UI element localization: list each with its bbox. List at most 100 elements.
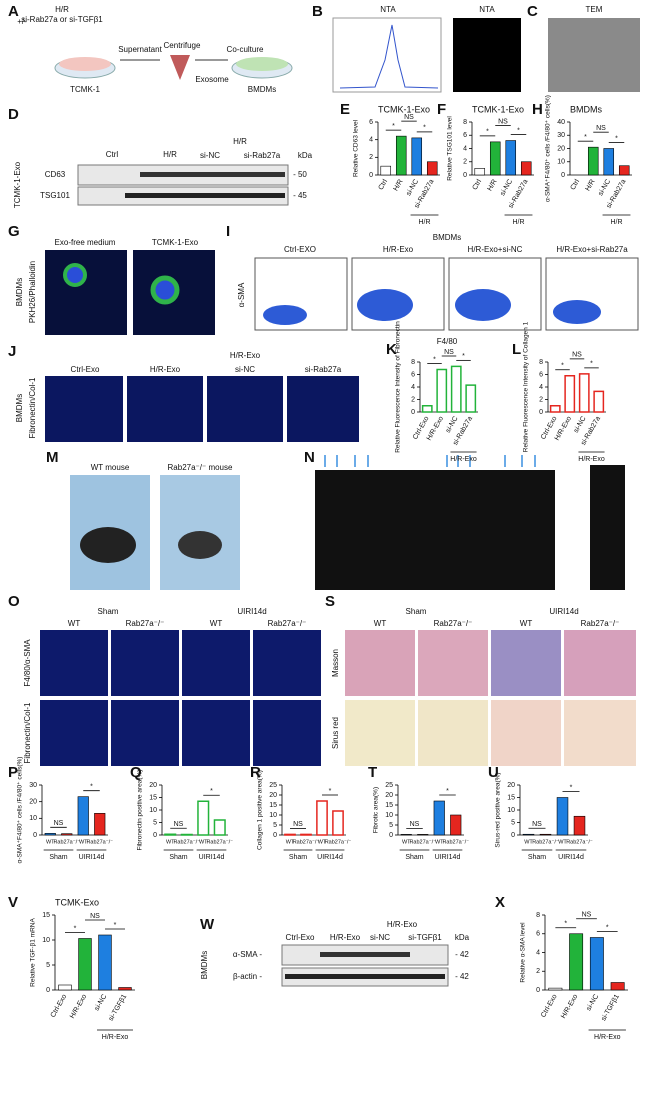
x-tick-label: si-NC — [499, 178, 514, 197]
label: Fibronectin/Col-1 — [23, 702, 32, 763]
bar — [474, 168, 486, 176]
panel-letter: R — [250, 764, 261, 781]
label: Fibronectin/Col-1 — [28, 377, 37, 438]
panel-letter: P — [8, 764, 18, 781]
label: Ctrl-Exo — [286, 933, 315, 942]
x-tick-label: si-TGFβ1 — [108, 993, 129, 1022]
blot-band — [320, 952, 410, 957]
y-tick-label: 4 — [463, 145, 467, 152]
label: si-Rab27a or si-TGFβ1 — [21, 15, 103, 24]
bar — [573, 815, 586, 836]
x-tick-label: H/R — [392, 178, 404, 192]
y-axis-label: Relative α-SMA level — [520, 922, 527, 983]
group-label: UIRI14d — [79, 854, 105, 861]
label: CD63 — [45, 170, 66, 179]
group-label: UIRI14d — [317, 854, 343, 861]
sig-label: NS — [582, 912, 592, 919]
x-tick-label: H/R-Exo — [69, 993, 88, 1019]
arrows — [324, 455, 536, 467]
sig-label: * — [606, 924, 609, 931]
ladder — [590, 465, 625, 590]
y-tick-label: 0 — [153, 832, 157, 839]
nta-curve — [339, 24, 439, 89]
y-axis-label: Sirus-red positive area(%) — [495, 772, 502, 847]
label: NTA — [479, 5, 495, 14]
panel-letter: I — [226, 223, 230, 240]
bar — [539, 833, 552, 836]
sig-label: NS — [596, 125, 606, 132]
label: +/- — [17, 17, 27, 26]
panel-letter: N — [304, 449, 315, 466]
y-tick-label: 20 — [557, 145, 565, 152]
y-tick-label: 8 — [536, 912, 540, 919]
label: H/R-Exo — [383, 245, 414, 254]
label: - 42 — [455, 950, 469, 959]
bar — [520, 161, 532, 176]
bar — [618, 165, 630, 176]
label: α-SMA - — [233, 950, 262, 959]
y-tick-label: 10 — [269, 812, 277, 819]
x-tick-label: Ctrl-Exo — [540, 993, 559, 1018]
label: BMDMs — [15, 394, 24, 422]
bar — [213, 819, 226, 836]
label: si-Rab27a — [244, 151, 281, 160]
x-tick-label: si-NC — [405, 178, 420, 197]
sig-label: * — [74, 925, 77, 932]
bar — [180, 833, 193, 836]
y-tick-label: 0 — [46, 987, 50, 994]
sig-label: * — [462, 353, 465, 360]
y-tick-label: 6 — [411, 371, 415, 378]
y-tick-label: 0 — [561, 172, 565, 179]
group-label: H/R-Exo — [578, 456, 605, 463]
panel-letter: G — [8, 223, 20, 240]
label: Ctrl — [106, 150, 119, 159]
x-tick-label: si-TGFβ1 — [600, 993, 621, 1022]
bar — [505, 140, 517, 176]
x-tick-label: H/R-Exo — [560, 993, 579, 1019]
nta-image — [453, 18, 521, 92]
panel-letter: U — [488, 764, 499, 781]
group-label: H/R — [512, 219, 524, 226]
bar — [489, 141, 501, 176]
label: TCMK-1-Exo — [152, 238, 199, 247]
mouse — [80, 527, 136, 563]
x-tick-label: Rab27a⁻/⁻ — [53, 839, 80, 845]
group-label: H/R — [418, 219, 430, 226]
sig-label: * — [90, 784, 93, 791]
y-tick-label: 5 — [153, 819, 157, 826]
sig-label: * — [564, 921, 567, 928]
y-tick-label: 20 — [269, 792, 277, 799]
y-tick-label: 20 — [149, 782, 157, 789]
sig-label: * — [486, 129, 489, 136]
y-axis-label: Relative TGF-β1 mRNA — [30, 918, 37, 987]
micrograph — [45, 250, 127, 335]
bar — [380, 165, 392, 176]
label: Rab27a⁻/⁻ — [126, 619, 165, 628]
label: WT — [374, 619, 387, 628]
y-axis-label: Relative Fluorescence Intensity of Colla… — [523, 321, 530, 452]
bar — [164, 833, 177, 836]
chart-title: TCMK-Exo — [55, 897, 99, 907]
y-tick-label: 10 — [507, 807, 515, 814]
label: WT — [520, 619, 533, 628]
label: si-Rab27a — [305, 365, 342, 374]
y-tick-label: 25 — [385, 782, 393, 789]
y-tick-label: 2 — [539, 396, 543, 403]
x-tick-label: si-NC — [585, 993, 600, 1012]
y-tick-label: 2 — [463, 159, 467, 166]
label: β-actin - — [233, 972, 262, 981]
group-label: Sham — [405, 854, 423, 861]
x-tick-label: Rab27a⁻/⁻ — [173, 839, 200, 845]
chart-title: TCMK-1-Exo — [378, 104, 430, 114]
histology — [345, 630, 636, 766]
bar — [450, 365, 462, 413]
x-tick-label: WT — [524, 839, 533, 845]
x-tick-label: Ctrl — [570, 178, 582, 191]
sig-label: NS — [54, 820, 64, 827]
micrographs — [45, 376, 359, 442]
y-tick-label: 2 — [411, 396, 415, 403]
group-label: H/R-Exo — [450, 456, 477, 463]
bar — [436, 368, 448, 413]
sig-label: * — [329, 788, 332, 795]
